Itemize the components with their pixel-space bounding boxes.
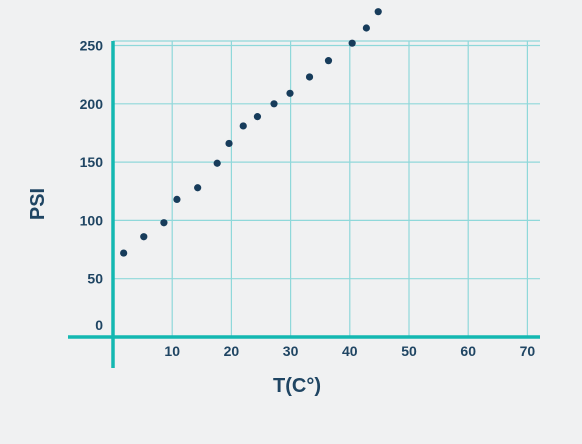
x-tick-label: 60 <box>460 343 476 359</box>
x-tick-label: 50 <box>401 343 417 359</box>
grid <box>113 40 540 337</box>
x-tick-label: 10 <box>164 343 180 359</box>
y-tick-label: 150 <box>80 154 104 170</box>
data-point <box>140 233 148 241</box>
data-point <box>270 100 278 108</box>
y-tick-label: 250 <box>80 38 104 54</box>
y-tick-label: 50 <box>87 271 103 287</box>
data-point <box>239 122 247 130</box>
y-tick-label: 0 <box>95 317 103 333</box>
data-points <box>120 8 382 257</box>
y-tick-label: 100 <box>80 212 104 228</box>
data-point <box>374 8 382 16</box>
data-point <box>225 139 233 148</box>
data-point <box>213 159 221 167</box>
y-tick-label: 200 <box>80 96 104 112</box>
data-point <box>324 57 333 65</box>
y-axis-title: PSI <box>27 188 49 220</box>
x-tick-label: 70 <box>520 343 536 359</box>
x-tick-label: 20 <box>224 343 240 359</box>
x-axis-title: T(C°) <box>273 375 321 397</box>
data-point <box>348 39 356 47</box>
tick-labels: 1020304050607005010015020025030035040045… <box>80 38 536 360</box>
data-point <box>120 249 128 257</box>
data-point <box>253 113 262 121</box>
data-point <box>286 89 294 97</box>
x-tick-label: 40 <box>342 343 358 359</box>
axes <box>68 41 540 368</box>
data-point <box>362 24 370 32</box>
x-tick-label: 30 <box>283 343 299 359</box>
data-point <box>160 219 168 227</box>
data-point <box>173 195 181 204</box>
data-point <box>194 184 202 192</box>
data-point <box>305 73 314 81</box>
